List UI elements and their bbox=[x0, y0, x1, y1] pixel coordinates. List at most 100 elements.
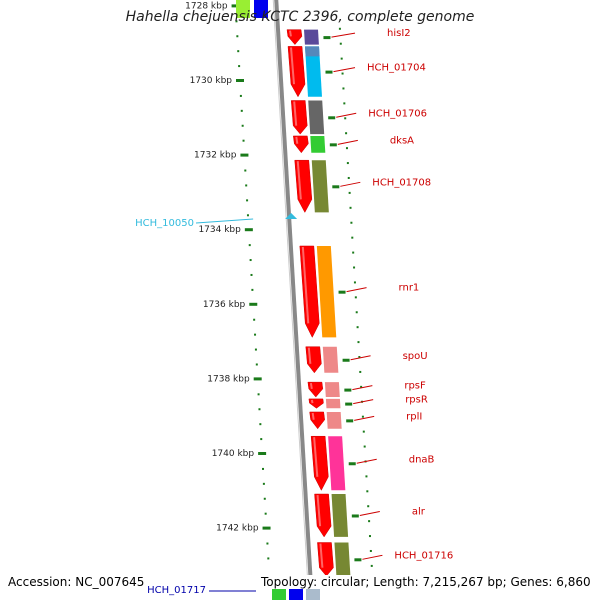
inner-feature-marker[interactable] bbox=[285, 212, 298, 219]
cog-minor-dot bbox=[340, 57, 343, 60]
cog-minor-dot bbox=[345, 147, 348, 150]
scale-tick-label: 1742 kbp bbox=[216, 524, 259, 534]
gene-label[interactable]: dnaB bbox=[409, 454, 435, 465]
cog-minor-dot bbox=[360, 385, 363, 388]
gene-marker bbox=[323, 36, 331, 40]
cog-block[interactable] bbox=[325, 398, 341, 409]
scale-minor-dot bbox=[259, 423, 262, 426]
accession-text: Accession: NC_007645 bbox=[8, 575, 145, 589]
gene-label[interactable]: rplI bbox=[406, 411, 422, 422]
gene-label-leader bbox=[350, 355, 371, 361]
scale-minor-dot bbox=[242, 139, 245, 142]
gene-label[interactable]: spoU bbox=[403, 351, 428, 362]
cog-block[interactable] bbox=[326, 411, 342, 429]
cog-minor-dot bbox=[343, 102, 346, 105]
gene-label[interactable]: rnr1 bbox=[399, 283, 420, 294]
cog-minor-dot bbox=[363, 445, 366, 448]
cog-block[interactable] bbox=[324, 382, 340, 398]
cog-minor-dot bbox=[347, 176, 350, 179]
cog-block[interactable] bbox=[328, 436, 346, 491]
gene-label[interactable]: rpsR bbox=[405, 395, 428, 406]
scale-minor-dot bbox=[254, 348, 257, 351]
cog-minor-dot bbox=[346, 162, 349, 165]
gene-label[interactable]: HCH_01706 bbox=[368, 108, 427, 119]
scale-minor-dot bbox=[237, 50, 240, 53]
gene-marker bbox=[354, 558, 362, 562]
cog-minor-dot bbox=[369, 549, 372, 552]
gene-label[interactable]: HCH_01704 bbox=[367, 63, 426, 74]
gene-marker bbox=[332, 185, 340, 189]
cog-minor-dot bbox=[367, 505, 370, 508]
scale-lane: 1728 kbp 1730 kbp 1732 kbp 1734 kbp 1736 kbp… bbox=[185, 1, 271, 534]
gene-label[interactable]: hisI2 bbox=[387, 28, 411, 39]
scale-minor-dot bbox=[246, 199, 249, 202]
scale-tick bbox=[231, 4, 240, 8]
gene-marker bbox=[329, 143, 337, 147]
gene-marker bbox=[351, 514, 359, 518]
gene-label[interactable]: HCH_01708 bbox=[372, 177, 431, 188]
bottom-feature-label[interactable]: HCH_01717 bbox=[147, 585, 206, 596]
scale-tick-label: 1736 kbp bbox=[203, 300, 246, 310]
scale-minor-dot bbox=[264, 512, 267, 515]
cog-block[interactable] bbox=[310, 135, 326, 153]
gene-label-leader bbox=[354, 415, 375, 421]
gene-label[interactable]: dksA bbox=[390, 135, 414, 146]
topology-text: Topology: circular; Length: 7,215,267 bp… bbox=[261, 575, 591, 589]
gene-label-leader bbox=[333, 67, 356, 73]
cog-block[interactable] bbox=[308, 100, 325, 135]
inner-feature-label[interactable]: HCH_10050 bbox=[135, 218, 194, 229]
gene-arrow-highlight bbox=[310, 399, 314, 404]
cog-minor-dot bbox=[365, 475, 368, 478]
cog-block[interactable] bbox=[316, 245, 337, 338]
cog-minor-dot bbox=[341, 72, 344, 75]
backbone-line bbox=[274, 0, 314, 600]
scale-minor-dot bbox=[266, 542, 269, 545]
gene-label[interactable]: alr bbox=[412, 506, 426, 517]
gene-marker bbox=[338, 290, 346, 294]
gene-marker bbox=[344, 388, 352, 392]
gene-label-leader bbox=[337, 139, 358, 145]
cog-minor-dot bbox=[338, 27, 341, 30]
cog-minor-dot bbox=[359, 370, 362, 373]
cog-minor-dot bbox=[357, 341, 360, 344]
cog-minor-dot bbox=[345, 132, 348, 135]
cog-block[interactable] bbox=[331, 494, 349, 537]
scale-tick-label: 1732 kbp bbox=[194, 151, 237, 161]
gene-arrow-lane bbox=[286, 29, 334, 577]
cog-block[interactable] bbox=[322, 346, 339, 373]
cog-minor-dot bbox=[351, 236, 354, 239]
gene-arrow-highlight bbox=[289, 30, 292, 37]
scale-tick bbox=[236, 79, 244, 82]
scale-tick bbox=[258, 452, 267, 455]
cog-block[interactable] bbox=[305, 46, 322, 97]
map-title: Hahella chejuensis KCTC 2396, complete g… bbox=[125, 9, 475, 25]
scale-minor-dot bbox=[257, 393, 260, 396]
scale-minor-dot bbox=[253, 318, 256, 321]
scale-tick-label: 1734 kbp bbox=[198, 225, 241, 235]
top-edge-block bbox=[236, 0, 250, 18]
gene-arrow-highlight bbox=[301, 246, 310, 324]
cog-block-band bbox=[305, 46, 320, 57]
cog-minor-dot bbox=[358, 356, 361, 359]
cog-block[interactable] bbox=[311, 160, 329, 213]
cog-minor-dot bbox=[368, 535, 371, 538]
gene-label[interactable]: HCH_01716 bbox=[394, 550, 453, 561]
scale-minor-dot bbox=[241, 124, 244, 127]
gene-label-leader bbox=[362, 554, 383, 560]
cog-block[interactable] bbox=[334, 542, 351, 577]
scale-minor-dot bbox=[263, 497, 266, 500]
backbone-lane bbox=[272, 0, 314, 600]
cog-minor-dot bbox=[366, 490, 369, 493]
gene-marker bbox=[328, 116, 336, 120]
cog-minor-dot bbox=[370, 564, 373, 567]
bottom-edge-block bbox=[306, 588, 320, 600]
cog-block[interactable] bbox=[304, 29, 319, 45]
scale-tick bbox=[253, 377, 262, 381]
scale-minor-dot bbox=[238, 65, 241, 68]
top-edge-block bbox=[254, 0, 268, 18]
gene-arrow-highlight bbox=[313, 437, 319, 477]
scale-minor-dot bbox=[260, 438, 263, 441]
cog-minor-dot bbox=[344, 117, 347, 120]
gene-label-leader bbox=[331, 32, 356, 38]
gene-label[interactable]: rpsF bbox=[404, 381, 426, 392]
